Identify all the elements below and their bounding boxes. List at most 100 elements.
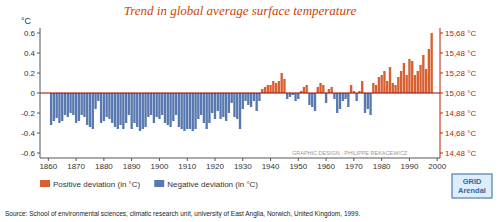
bar <box>72 93 74 115</box>
source-note: Source: School of environmental sciences… <box>5 210 360 218</box>
credit-note: GRAPHIC DESIGN : PHILIPPE REKACEWICZ <box>292 150 408 156</box>
bar <box>161 93 163 115</box>
y-tick <box>37 53 40 54</box>
x-tick <box>187 158 188 161</box>
bar <box>211 93 213 113</box>
bar <box>369 93 371 115</box>
bar <box>319 83 321 93</box>
y-tick-label: 0.6 <box>24 29 36 38</box>
x-tick-label: 1860 <box>39 162 57 171</box>
x-tick <box>215 158 216 161</box>
bar <box>322 85 324 93</box>
bar <box>214 93 216 119</box>
bar <box>278 81 280 93</box>
bar <box>197 93 199 119</box>
bar <box>400 71 402 93</box>
bar <box>86 93 88 125</box>
x-tick-label: 1990 <box>401 162 419 171</box>
bar <box>208 93 210 123</box>
bar <box>389 67 391 93</box>
bar <box>244 93 246 101</box>
y-tick <box>37 113 40 114</box>
bar <box>150 93 152 115</box>
bar <box>205 93 207 129</box>
bar <box>55 93 57 118</box>
bar <box>311 93 313 107</box>
bar <box>347 93 349 107</box>
bar <box>250 93 252 107</box>
bar <box>225 93 227 121</box>
y-tick <box>37 73 40 74</box>
bar <box>333 93 335 99</box>
x-tick-label: 1940 <box>262 162 280 171</box>
bar <box>408 59 410 93</box>
bar <box>236 93 238 119</box>
y2-tick-label: 15,48 °C <box>445 49 476 58</box>
x-tick-label: 1970 <box>345 162 363 171</box>
x-tick <box>270 158 271 161</box>
bar <box>394 85 396 93</box>
bar <box>164 93 166 123</box>
bar <box>428 49 430 93</box>
bar <box>114 93 116 127</box>
x-tick-label: 1890 <box>123 162 141 171</box>
y-tick <box>37 93 40 94</box>
y-tick-label: -0.6 <box>21 149 35 158</box>
x-tick <box>326 158 327 161</box>
bar <box>139 93 141 131</box>
x-tick-label: 1910 <box>178 162 196 171</box>
bar <box>383 71 385 93</box>
bar <box>222 93 224 117</box>
bar <box>255 93 257 111</box>
y2-tick <box>440 73 443 74</box>
bar <box>297 93 299 99</box>
bar <box>317 87 319 93</box>
bar <box>133 93 135 123</box>
x-tick <box>131 158 132 161</box>
bar <box>111 93 113 123</box>
bar <box>136 93 138 127</box>
y2-tick-label: 14,88 °C <box>445 109 476 118</box>
bar <box>264 87 266 93</box>
y2-tick-label: 14,48 °C <box>445 149 476 158</box>
bar <box>105 93 107 117</box>
bar <box>61 93 63 121</box>
logo-line: Arendal <box>458 186 486 195</box>
x-tick <box>353 158 354 161</box>
bar <box>242 93 244 109</box>
bar <box>305 85 307 93</box>
y2-tick <box>440 33 443 34</box>
x-tick-label: 1930 <box>234 162 252 171</box>
bar <box>217 93 219 111</box>
bar <box>67 93 69 117</box>
bar <box>325 93 327 103</box>
bar <box>403 63 405 93</box>
bar <box>422 55 424 93</box>
legend-swatch <box>40 180 50 187</box>
bar <box>125 93 127 123</box>
x-tick-label: 1870 <box>67 162 85 171</box>
bar <box>303 87 305 93</box>
bar <box>419 65 421 93</box>
bar <box>380 75 382 93</box>
bar <box>172 93 174 121</box>
y2-tick <box>440 113 443 114</box>
y-tick <box>37 33 40 34</box>
bar <box>269 85 271 93</box>
bar <box>430 33 432 93</box>
bar <box>89 93 91 127</box>
bar <box>233 93 235 117</box>
bar <box>200 93 202 115</box>
y-tick-label: 0 <box>31 89 36 98</box>
bar <box>194 93 196 129</box>
bar <box>361 81 363 93</box>
x-tick <box>298 158 299 161</box>
bar <box>372 83 374 93</box>
x-tick <box>437 158 438 161</box>
bar <box>97 93 99 101</box>
bar <box>355 93 357 101</box>
bar <box>153 93 155 123</box>
x-tick-label: 1920 <box>206 162 224 171</box>
bar <box>367 93 369 109</box>
bar <box>414 75 416 93</box>
